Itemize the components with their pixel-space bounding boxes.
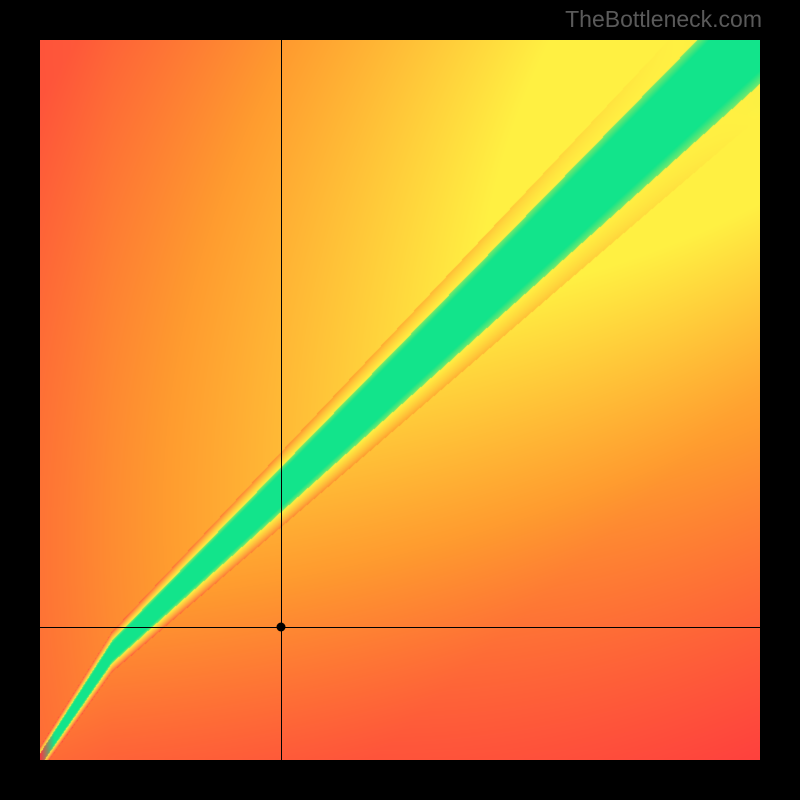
watermark-text: TheBottleneck.com — [565, 6, 762, 33]
heatmap-plot — [40, 40, 760, 760]
bottleneck-point — [277, 622, 286, 631]
heatmap-canvas — [40, 40, 760, 760]
crosshair-horizontal — [40, 627, 760, 628]
crosshair-vertical — [281, 40, 282, 760]
